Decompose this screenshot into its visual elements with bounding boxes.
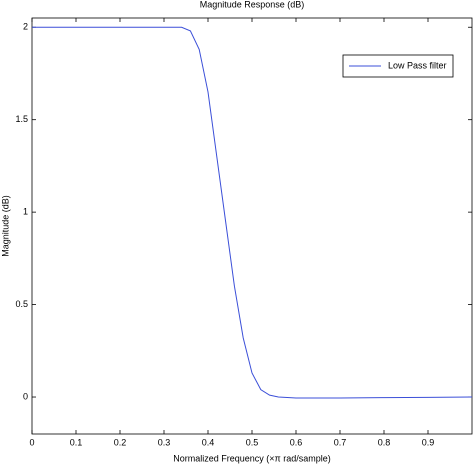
x-axis-label: Normalized Frequency (×π rad/sample) (173, 453, 331, 463)
x-tick-label: 0.3 (158, 437, 171, 447)
x-tick-label: 0.4 (202, 437, 215, 447)
x-tick-label: 0.7 (334, 437, 347, 447)
x-tick-label: 0.8 (378, 437, 391, 447)
x-tick-label: 0.6 (290, 437, 303, 447)
x-tick-label: 0 (29, 437, 34, 447)
x-tick-label: 0.5 (246, 437, 259, 447)
legend-label: Low Pass filter (388, 60, 447, 70)
y-tick-label: 2 (23, 22, 28, 32)
x-tick-label: 0.1 (70, 437, 83, 447)
y-tick-label: 0 (23, 391, 28, 401)
y-tick-label: 1 (23, 207, 28, 217)
y-axis-label: Magnitude (dB) (0, 195, 10, 257)
y-tick-label: 0.5 (15, 299, 28, 309)
chart-title: Magnitude Response (dB) (200, 0, 305, 9)
legend-box (342, 54, 454, 78)
line (32, 26, 473, 399)
x-tick-label: 0.2 (114, 437, 127, 447)
y-tick-label: 1.5 (15, 114, 28, 124)
x-tick-label: 0.9 (422, 437, 435, 447)
